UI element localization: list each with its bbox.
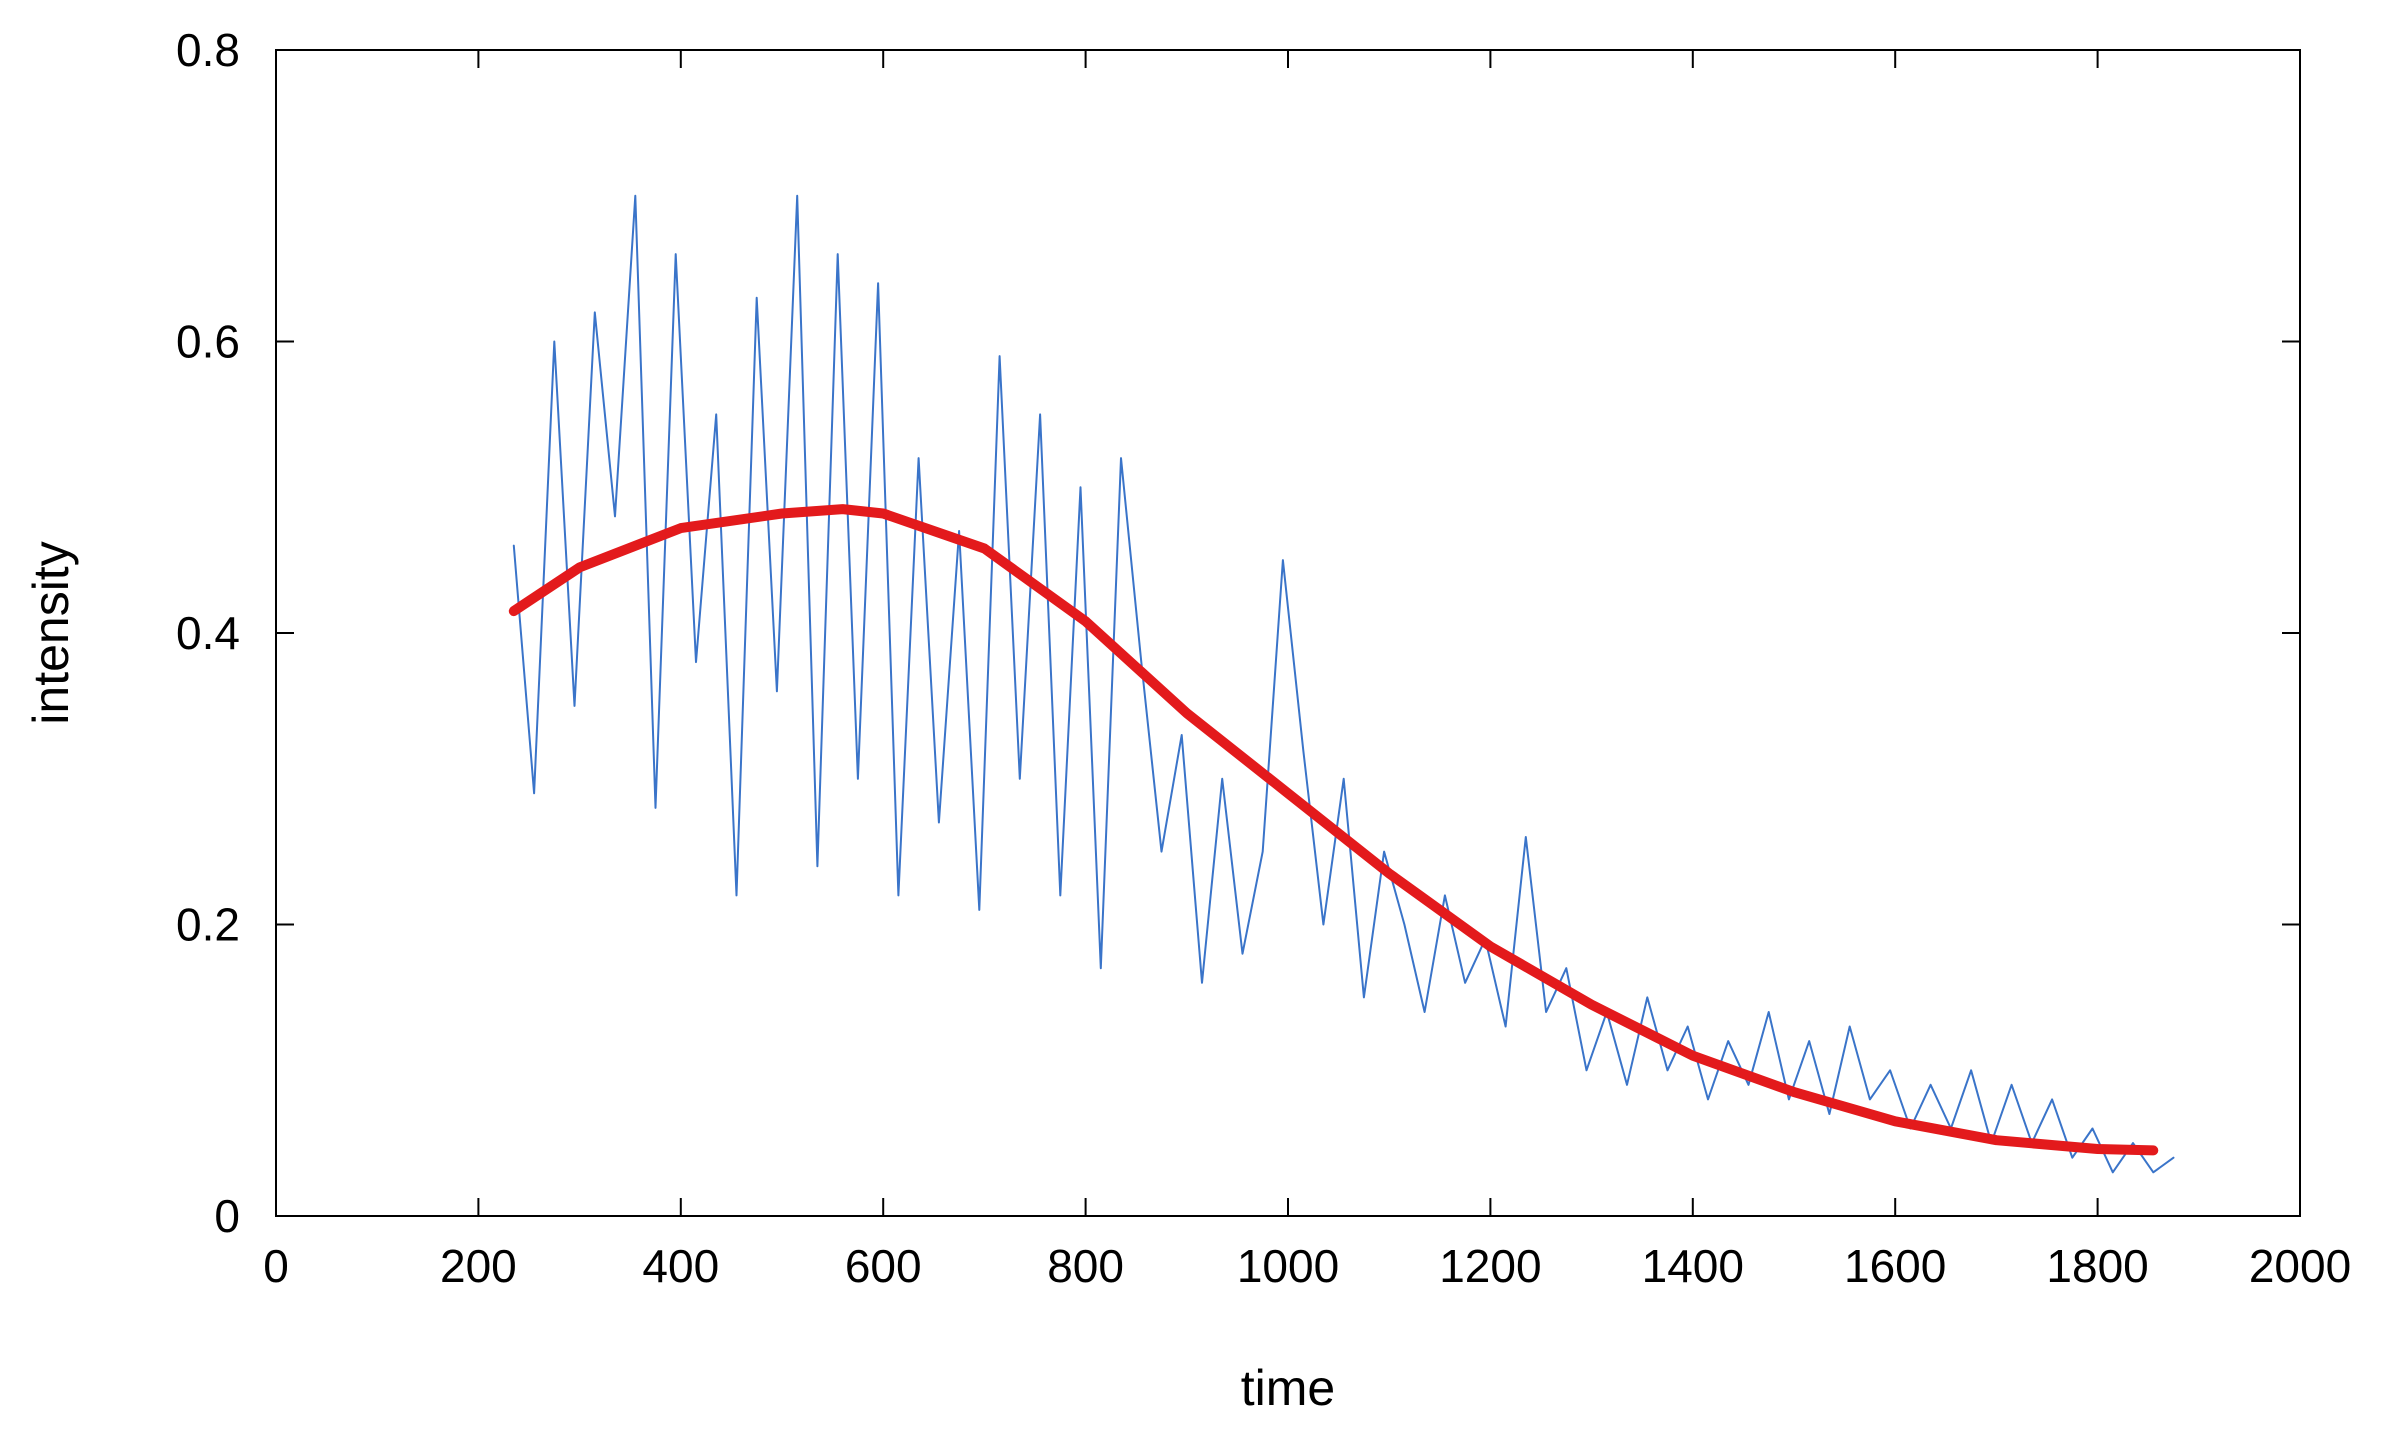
x-tick-label: 400 [642,1240,719,1292]
x-tick-label: 1200 [1439,1240,1541,1292]
x-tick-label: 600 [845,1240,922,1292]
x-tick-label: 200 [440,1240,517,1292]
x-tick-label: 1800 [2046,1240,2148,1292]
x-tick-label: 2000 [2249,1240,2351,1292]
data-line [512,194,2175,1174]
y-tick-label: 0.2 [176,899,240,951]
x-tick-label: 0 [263,1240,289,1292]
y-tick-label: 0 [214,1190,240,1242]
x-tick-label: 800 [1047,1240,1124,1292]
x-tick-label: 1600 [1844,1240,1946,1292]
y-tick-label: 0.4 [176,607,240,659]
x-tick-label: 1000 [1237,1240,1339,1292]
y-tick-label: 0.6 [176,316,240,368]
y-axis-label: intensity [23,541,79,724]
x-axis-label: time [1241,1360,1335,1416]
x-tick-label: 1400 [1642,1240,1744,1292]
plot-frame [275,49,2301,1217]
data-line [508,504,2159,1156]
y-tick-label: 0.8 [176,24,240,76]
